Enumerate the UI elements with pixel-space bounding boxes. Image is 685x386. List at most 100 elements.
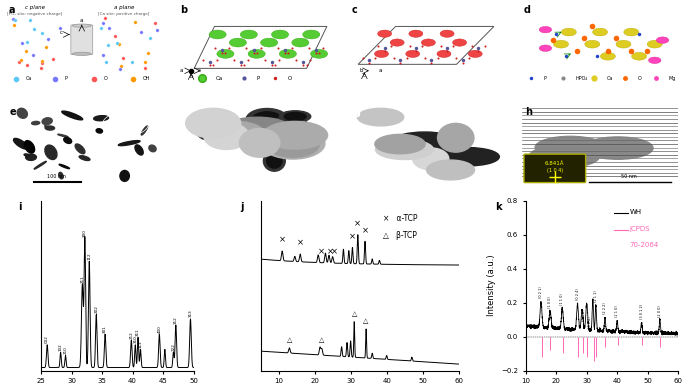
Text: ×: × [297,239,303,247]
Text: 400: 400 [158,325,162,333]
Circle shape [303,30,320,39]
Text: e: e [10,107,16,117]
Text: c: c [60,30,63,36]
Ellipse shape [141,126,148,135]
Text: 112: 112 [87,252,91,260]
Text: g: g [353,107,360,117]
Ellipse shape [45,125,49,130]
Text: (2 2 2): (2 2 2) [603,302,607,314]
Text: 301: 301 [103,325,107,333]
Ellipse shape [427,160,475,180]
Ellipse shape [135,145,143,155]
Line: WH: WH [526,299,678,337]
Ellipse shape [375,134,425,154]
Text: 311: 311 [136,328,140,336]
Ellipse shape [201,126,219,138]
Text: c: c [352,5,358,15]
Circle shape [553,40,569,48]
Text: h: h [525,107,532,117]
WH [589,296,597,301]
Text: 212: 212 [129,331,134,339]
Circle shape [310,49,327,58]
Text: ×: × [279,235,286,245]
Text: OH: OH [142,76,150,81]
Text: O: O [103,76,108,81]
Text: ×: × [349,232,356,241]
Text: d: d [523,5,531,15]
Ellipse shape [45,145,57,159]
Text: △: △ [319,337,325,344]
WH [670,330,678,334]
Circle shape [656,37,669,43]
Text: 50 nm: 50 nm [621,174,637,179]
WH [530,326,538,330]
Circle shape [375,50,388,58]
Y-axis label: Intensity (a.u.): Intensity (a.u.) [486,255,495,317]
Ellipse shape [203,123,249,149]
Text: ×: × [354,219,361,228]
Text: a plane: a plane [114,5,134,10]
Text: f: f [182,107,186,117]
Text: ×: × [319,247,325,256]
Text: Mg: Mg [669,76,676,81]
Text: (2 0 0): (2 0 0) [658,305,662,317]
Ellipse shape [284,112,306,120]
Ellipse shape [94,116,108,121]
Text: HPO₄: HPO₄ [575,76,587,81]
WH [670,332,678,336]
Text: g: g [182,107,188,117]
Circle shape [539,26,551,33]
Text: i: i [18,202,22,212]
Text: (0 2 1): (0 2 1) [539,286,543,298]
Text: [PO₄ site: negative charge]: [PO₄ site: negative charge] [8,12,62,16]
Text: ×: × [362,226,369,235]
Circle shape [229,38,247,47]
Ellipse shape [264,151,285,171]
Text: 102: 102 [59,343,62,351]
Text: JCPDS: JCPDS [630,226,650,232]
Circle shape [624,28,639,36]
Text: ×: × [331,247,338,256]
Text: (3 0 1 2): (3 0 1 2) [640,304,644,319]
WH [674,334,682,339]
Text: △: △ [351,311,357,317]
Text: c plane: c plane [25,5,45,10]
Text: Ca: Ca [606,76,612,81]
Circle shape [440,30,454,37]
Text: (3 1 8): (3 1 8) [588,316,592,328]
Circle shape [539,45,551,51]
Text: g: g [353,107,360,117]
Text: Ca: Ca [25,76,32,81]
Ellipse shape [375,139,434,159]
Ellipse shape [267,132,319,157]
Ellipse shape [358,108,403,126]
Text: ×: × [327,247,334,256]
Circle shape [409,30,423,37]
Text: O: O [288,76,292,81]
Text: 313: 313 [188,310,192,317]
WH [642,329,650,334]
Text: △: △ [287,337,292,343]
Ellipse shape [203,121,264,143]
Ellipse shape [59,172,63,179]
WH [522,323,530,328]
Ellipse shape [34,161,47,169]
Ellipse shape [58,134,68,137]
Circle shape [616,40,631,48]
Ellipse shape [274,119,301,125]
Circle shape [260,38,277,47]
Circle shape [292,38,309,47]
Text: b: b [189,74,192,79]
Text: ×   α-TCP: × α-TCP [384,214,418,223]
Circle shape [647,40,662,48]
Text: 113: 113 [138,340,142,348]
Ellipse shape [32,121,40,125]
Text: Ca: Ca [216,76,223,81]
Ellipse shape [79,156,90,161]
Ellipse shape [208,122,228,134]
Text: 002: 002 [45,335,49,343]
Ellipse shape [62,111,83,120]
Circle shape [377,30,392,37]
Ellipse shape [96,129,103,133]
Text: (1 1 0): (1 1 0) [560,293,564,305]
